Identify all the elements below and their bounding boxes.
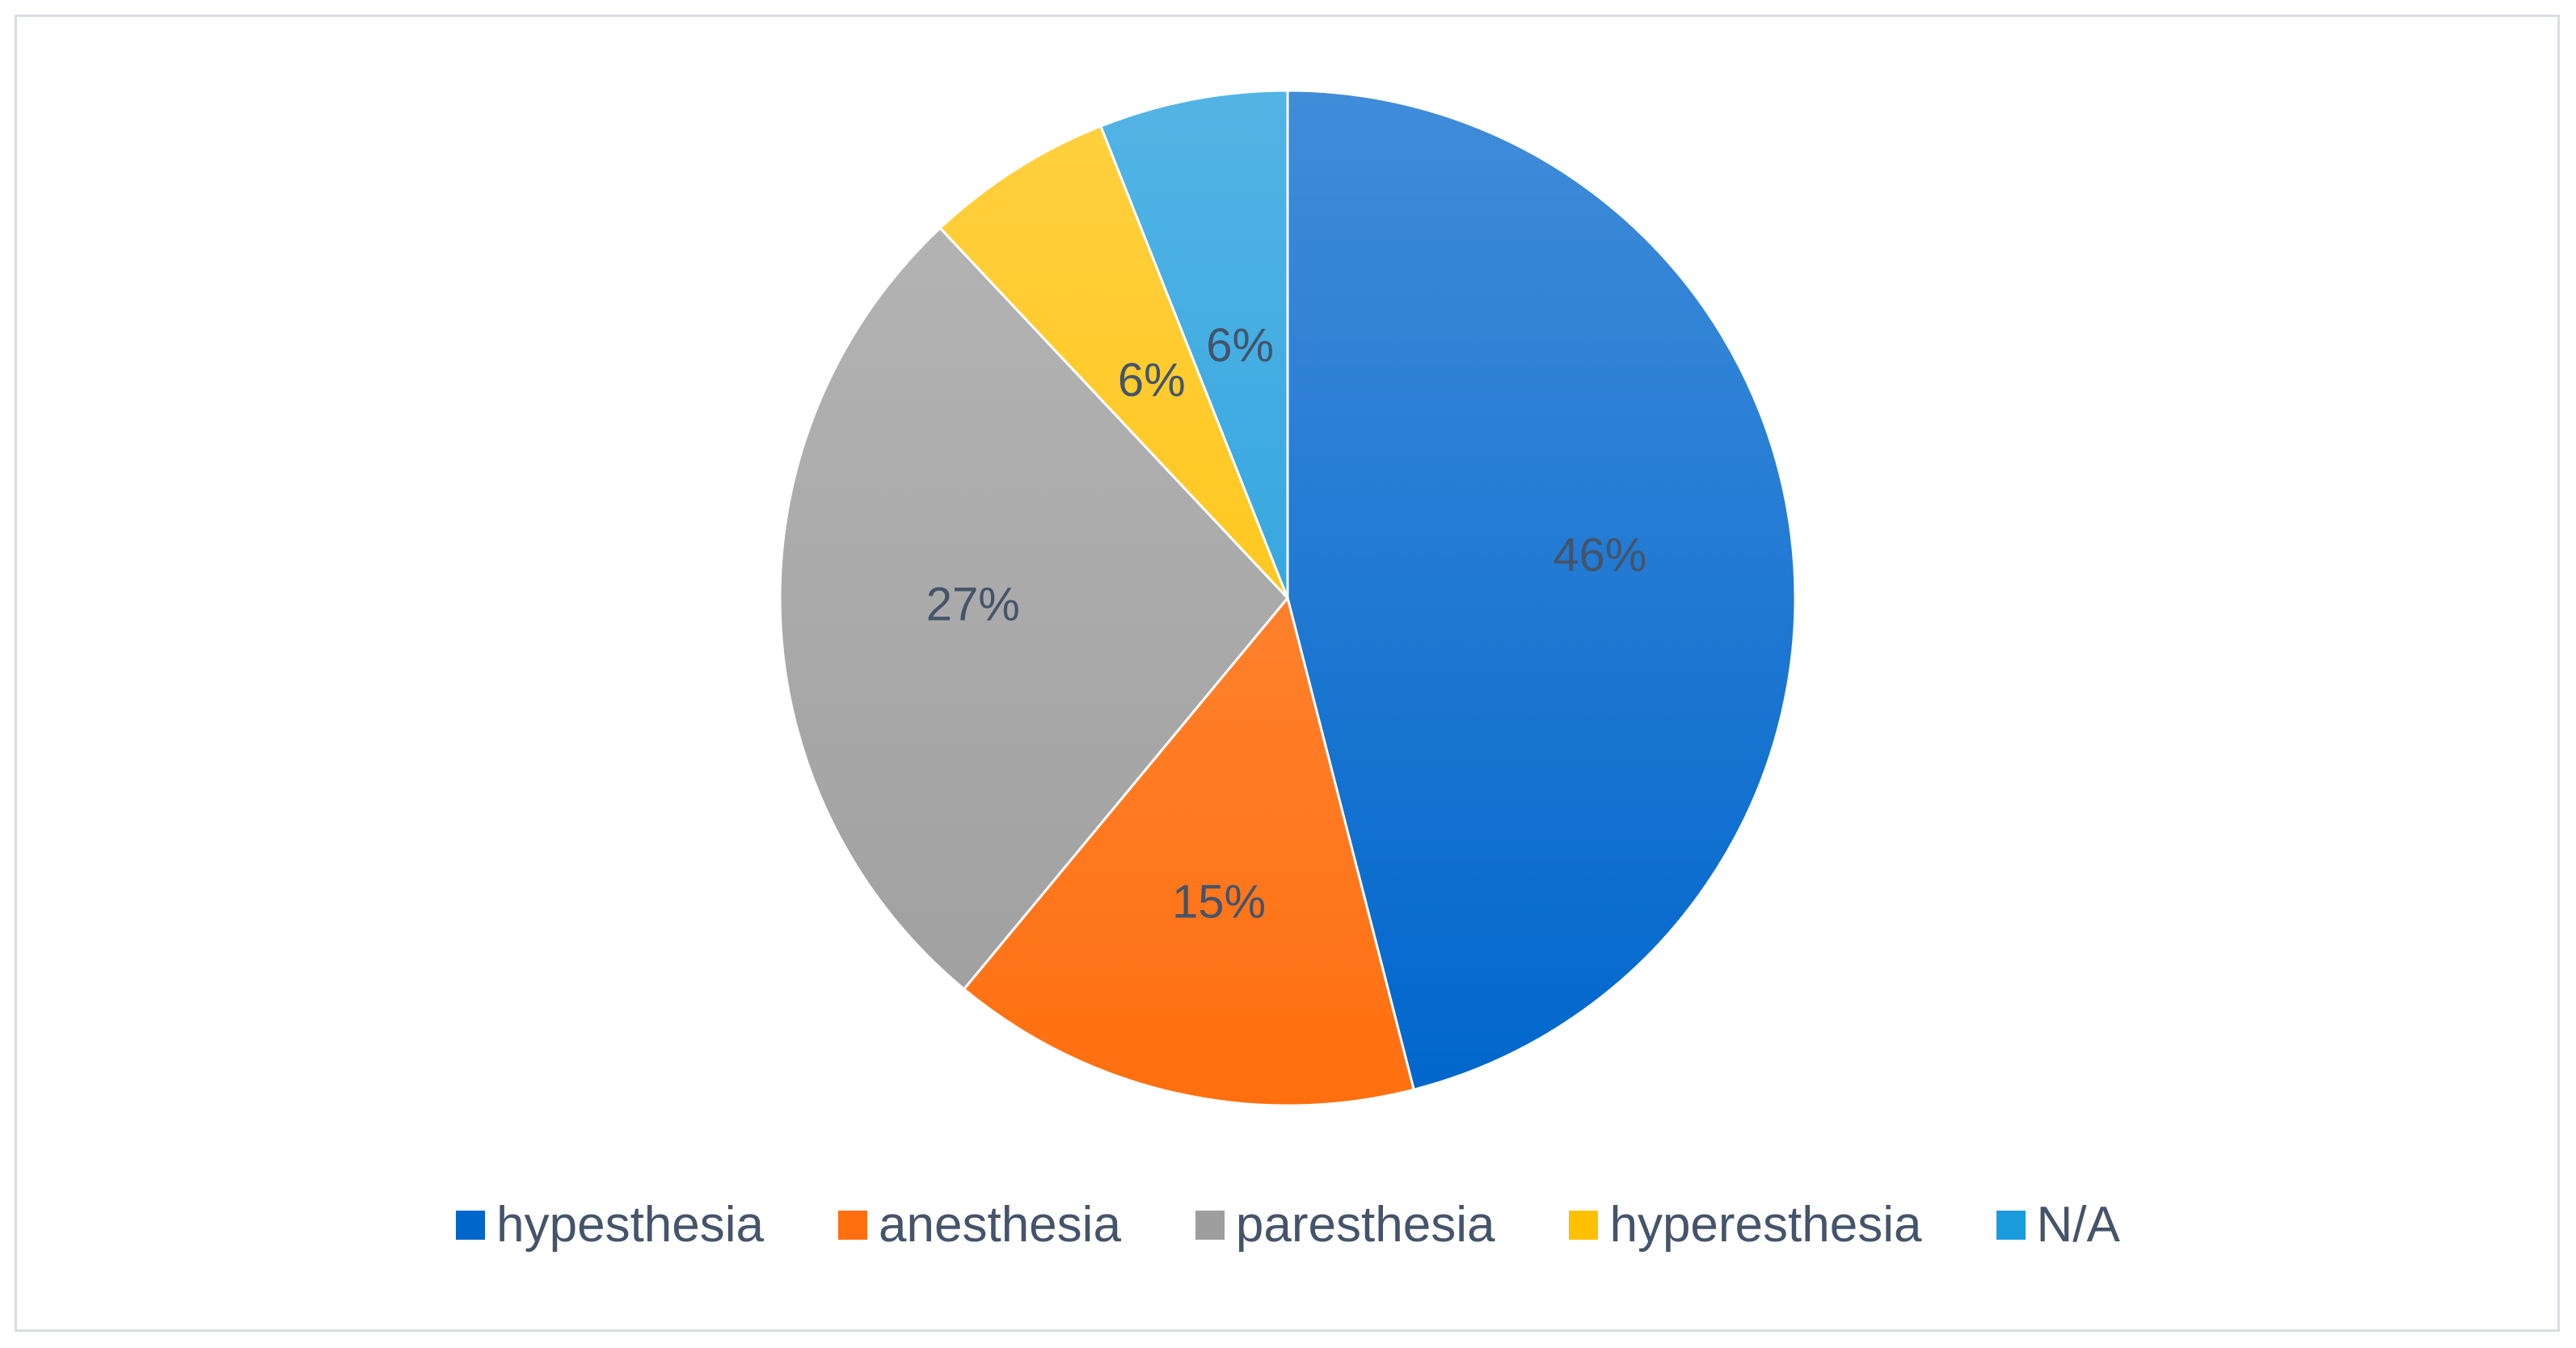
- pie-slice-hyperesthesia[interactable]: [938, 124, 1289, 600]
- legend-item-hypesthesia[interactable]: hypesthesia: [456, 1200, 764, 1250]
- legend-swatch-anesthesia: [838, 1211, 868, 1240]
- legend-label-anesthesia: anesthesia: [879, 1197, 1121, 1253]
- legend-item-anesthesia[interactable]: anesthesia: [838, 1200, 1121, 1250]
- legend-swatch-hypesthesia: [456, 1211, 486, 1240]
- pie-slice-paresthesia[interactable]: [778, 226, 1289, 991]
- data-label-anesthesia: 15%: [1172, 875, 1266, 928]
- pie-slice-n-a[interactable]: [1098, 89, 1289, 599]
- data-label-paresthesia: 27%: [926, 579, 1020, 631]
- legend-item-na[interactable]: N/A: [1996, 1200, 2120, 1250]
- legend-item-paresthesia[interactable]: paresthesia: [1195, 1200, 1495, 1250]
- data-label-n-a: 6%: [1206, 319, 1274, 372]
- legend-item-hyperesthesia[interactable]: hyperesthesia: [1569, 1197, 1922, 1253]
- pie-slice-hypesthesia[interactable]: [1286, 89, 1797, 1092]
- legend-swatch-na: [1996, 1211, 2026, 1240]
- legend-label-paresthesia: paresthesia: [1235, 1197, 1495, 1253]
- pie-data-labels: 46% 15% 27% 6% 6%: [926, 319, 1647, 928]
- legend-label-na: N/A: [2036, 1197, 2120, 1253]
- data-label-hypesthesia: 46%: [1553, 529, 1646, 582]
- pie-slices: [778, 89, 1797, 1107]
- pie-slice-anesthesia[interactable]: [962, 595, 1416, 1107]
- legend-label-hypesthesia: hypesthesia: [496, 1197, 765, 1253]
- data-label-hyperesthesia: 6%: [1118, 354, 1186, 407]
- legend-swatch-paresthesia: [1195, 1211, 1225, 1240]
- legend-label-hyperesthesia: hyperesthesia: [1609, 1197, 1922, 1253]
- legend-swatch-hyperesthesia: [1569, 1211, 1599, 1240]
- legend: hypesthesia anesthesia paresthesia hyper…: [0, 1200, 2576, 1250]
